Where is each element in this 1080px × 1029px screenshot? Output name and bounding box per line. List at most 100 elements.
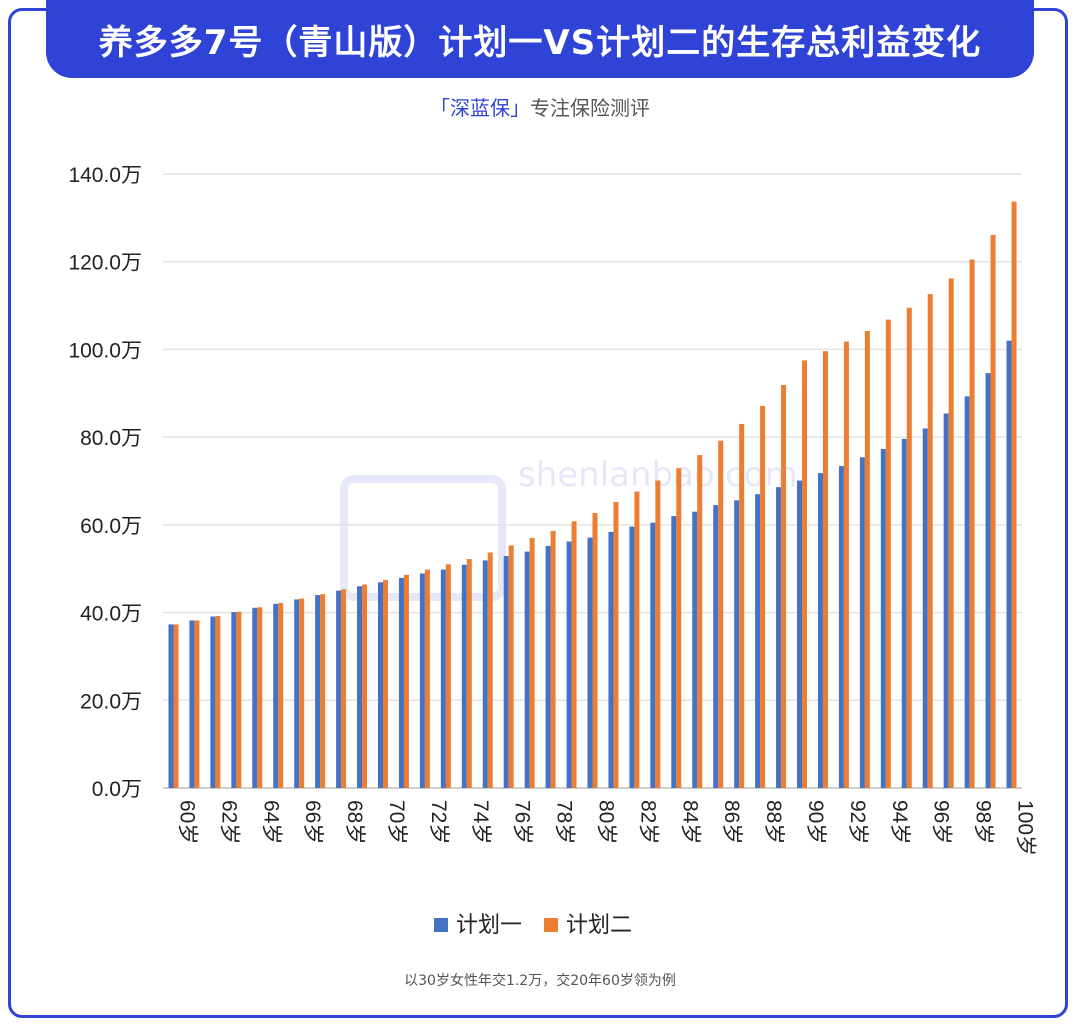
bar-plan1	[943, 413, 949, 788]
legend-label: 计划一	[456, 913, 522, 938]
bar-plan2	[320, 594, 326, 788]
x-tick-label: 72岁	[427, 800, 450, 844]
bar-plan2	[969, 259, 975, 788]
bar-plan2	[487, 552, 493, 788]
bar-plan2	[739, 423, 745, 788]
x-tick-label: 84岁	[678, 800, 701, 844]
bar-plan1	[252, 607, 258, 788]
x-tick-label: 62岁	[217, 800, 240, 844]
bar-plan2	[571, 521, 577, 788]
bar-plan1	[168, 624, 174, 788]
bar-plan2	[864, 331, 870, 788]
x-tick-label: 76岁	[511, 800, 534, 844]
bar-plan1	[545, 545, 551, 788]
y-axis-labels: 0.0万 20.0万 40.0万 60.0万 80.0万 100.0万 120.0万 140.…	[68, 164, 142, 801]
bar-plan1	[734, 500, 740, 788]
bar-plan2	[906, 307, 912, 788]
bar-plan2	[781, 384, 787, 788]
y-tick-label: 80.0万	[80, 427, 142, 450]
bar-plan2	[550, 530, 556, 788]
x-tick-label: 100岁	[1014, 800, 1037, 856]
bar-plan1	[1006, 340, 1012, 788]
bar-plan1	[797, 480, 803, 788]
bar-plan1	[461, 564, 467, 788]
chart-title: 养多多7号（青山版）计划一VS计划二的生存总利益变化	[46, 0, 1034, 78]
bar-plan2	[173, 624, 179, 788]
bar-plan2	[215, 616, 221, 788]
x-tick-label: 66岁	[301, 800, 324, 844]
x-tick-label: 68岁	[343, 800, 366, 844]
x-tick-label: 80岁	[595, 800, 618, 844]
bar-plan1	[838, 466, 844, 788]
bar-plan1	[776, 487, 782, 788]
bar-plan1	[336, 590, 342, 788]
y-tick-label: 20.0万	[80, 690, 142, 713]
bar-plan1	[503, 555, 509, 788]
bar-plan2	[927, 294, 933, 788]
bar-plan1	[377, 582, 383, 788]
bar-plan2	[236, 611, 242, 788]
bar-plan2	[257, 607, 263, 788]
bar-plan1	[440, 569, 446, 788]
x-axis-labels: 60岁 62岁 64岁 66岁 68岁 70岁 72岁 74岁 76岁 78岁 80岁 82岁 84岁 8…	[175, 800, 1036, 856]
bar-plan2	[1011, 201, 1017, 788]
bar-plan2	[424, 569, 430, 788]
bar-plan1	[713, 505, 719, 788]
bar-plan1	[524, 551, 530, 788]
bar-plan2	[592, 513, 598, 788]
x-tick-label: 96岁	[930, 800, 953, 844]
y-tick-label: 40.0万	[80, 603, 142, 626]
bar-plan2	[634, 491, 640, 788]
bar-plan2	[697, 455, 703, 788]
subtitle-tagline: 专注保险测评	[530, 96, 650, 120]
bars	[168, 201, 1017, 788]
x-tick-label: 92岁	[846, 800, 869, 844]
y-tick-label: 100.0万	[68, 339, 142, 362]
x-tick-label: 86岁	[720, 800, 743, 844]
legend-label: 计划二	[566, 913, 632, 938]
bar-plan2	[718, 440, 724, 788]
bar-plan1	[357, 586, 363, 788]
bar-plan2	[843, 341, 849, 788]
bar-plan1	[566, 541, 572, 788]
bar-plan1	[231, 612, 237, 788]
x-tick-label: 82岁	[636, 800, 659, 844]
bar-plan1	[482, 560, 488, 788]
bar-plan1	[210, 616, 216, 788]
y-tick-label: 0.0万	[92, 778, 142, 801]
y-tick-label: 60.0万	[80, 515, 142, 538]
bar-plan2	[760, 406, 766, 788]
bar-plan1	[650, 522, 656, 788]
bar-plan2	[194, 620, 200, 788]
bar-plan2	[990, 234, 996, 788]
x-tick-label: 64岁	[259, 800, 282, 844]
bar-plan2	[822, 351, 828, 788]
bar-plan1	[419, 573, 425, 788]
bar-plan2	[278, 602, 284, 788]
bar-plan2	[885, 319, 891, 788]
bar-plan1	[629, 526, 635, 788]
x-tick-label: 98岁	[972, 800, 995, 844]
bar-plan2	[445, 564, 451, 788]
bar-plan1	[755, 494, 761, 788]
legend: 计划一 计划二	[434, 913, 632, 938]
bar-plan1	[587, 537, 593, 788]
footnote: 以30岁女性年交1.2万，交20年60岁领为例	[404, 973, 676, 989]
bar-plan1	[901, 438, 907, 788]
y-tick-label: 140.0万	[68, 164, 142, 187]
bar-plan2	[948, 278, 954, 788]
bar-plan1	[964, 396, 970, 788]
card-frame	[8, 8, 1068, 1018]
bar-plan2	[529, 538, 535, 788]
x-tick-label: 94岁	[888, 800, 911, 844]
bar-plan2	[382, 580, 388, 788]
bar-plan1	[859, 457, 865, 788]
bar-plan2	[613, 502, 619, 788]
x-tick-label: 70岁	[385, 800, 408, 844]
x-tick-label: 74岁	[469, 800, 492, 844]
bar-plan1	[692, 511, 698, 788]
bar-plan1	[671, 516, 677, 788]
bar-plan2	[802, 360, 808, 788]
bar-plan1	[985, 373, 991, 788]
